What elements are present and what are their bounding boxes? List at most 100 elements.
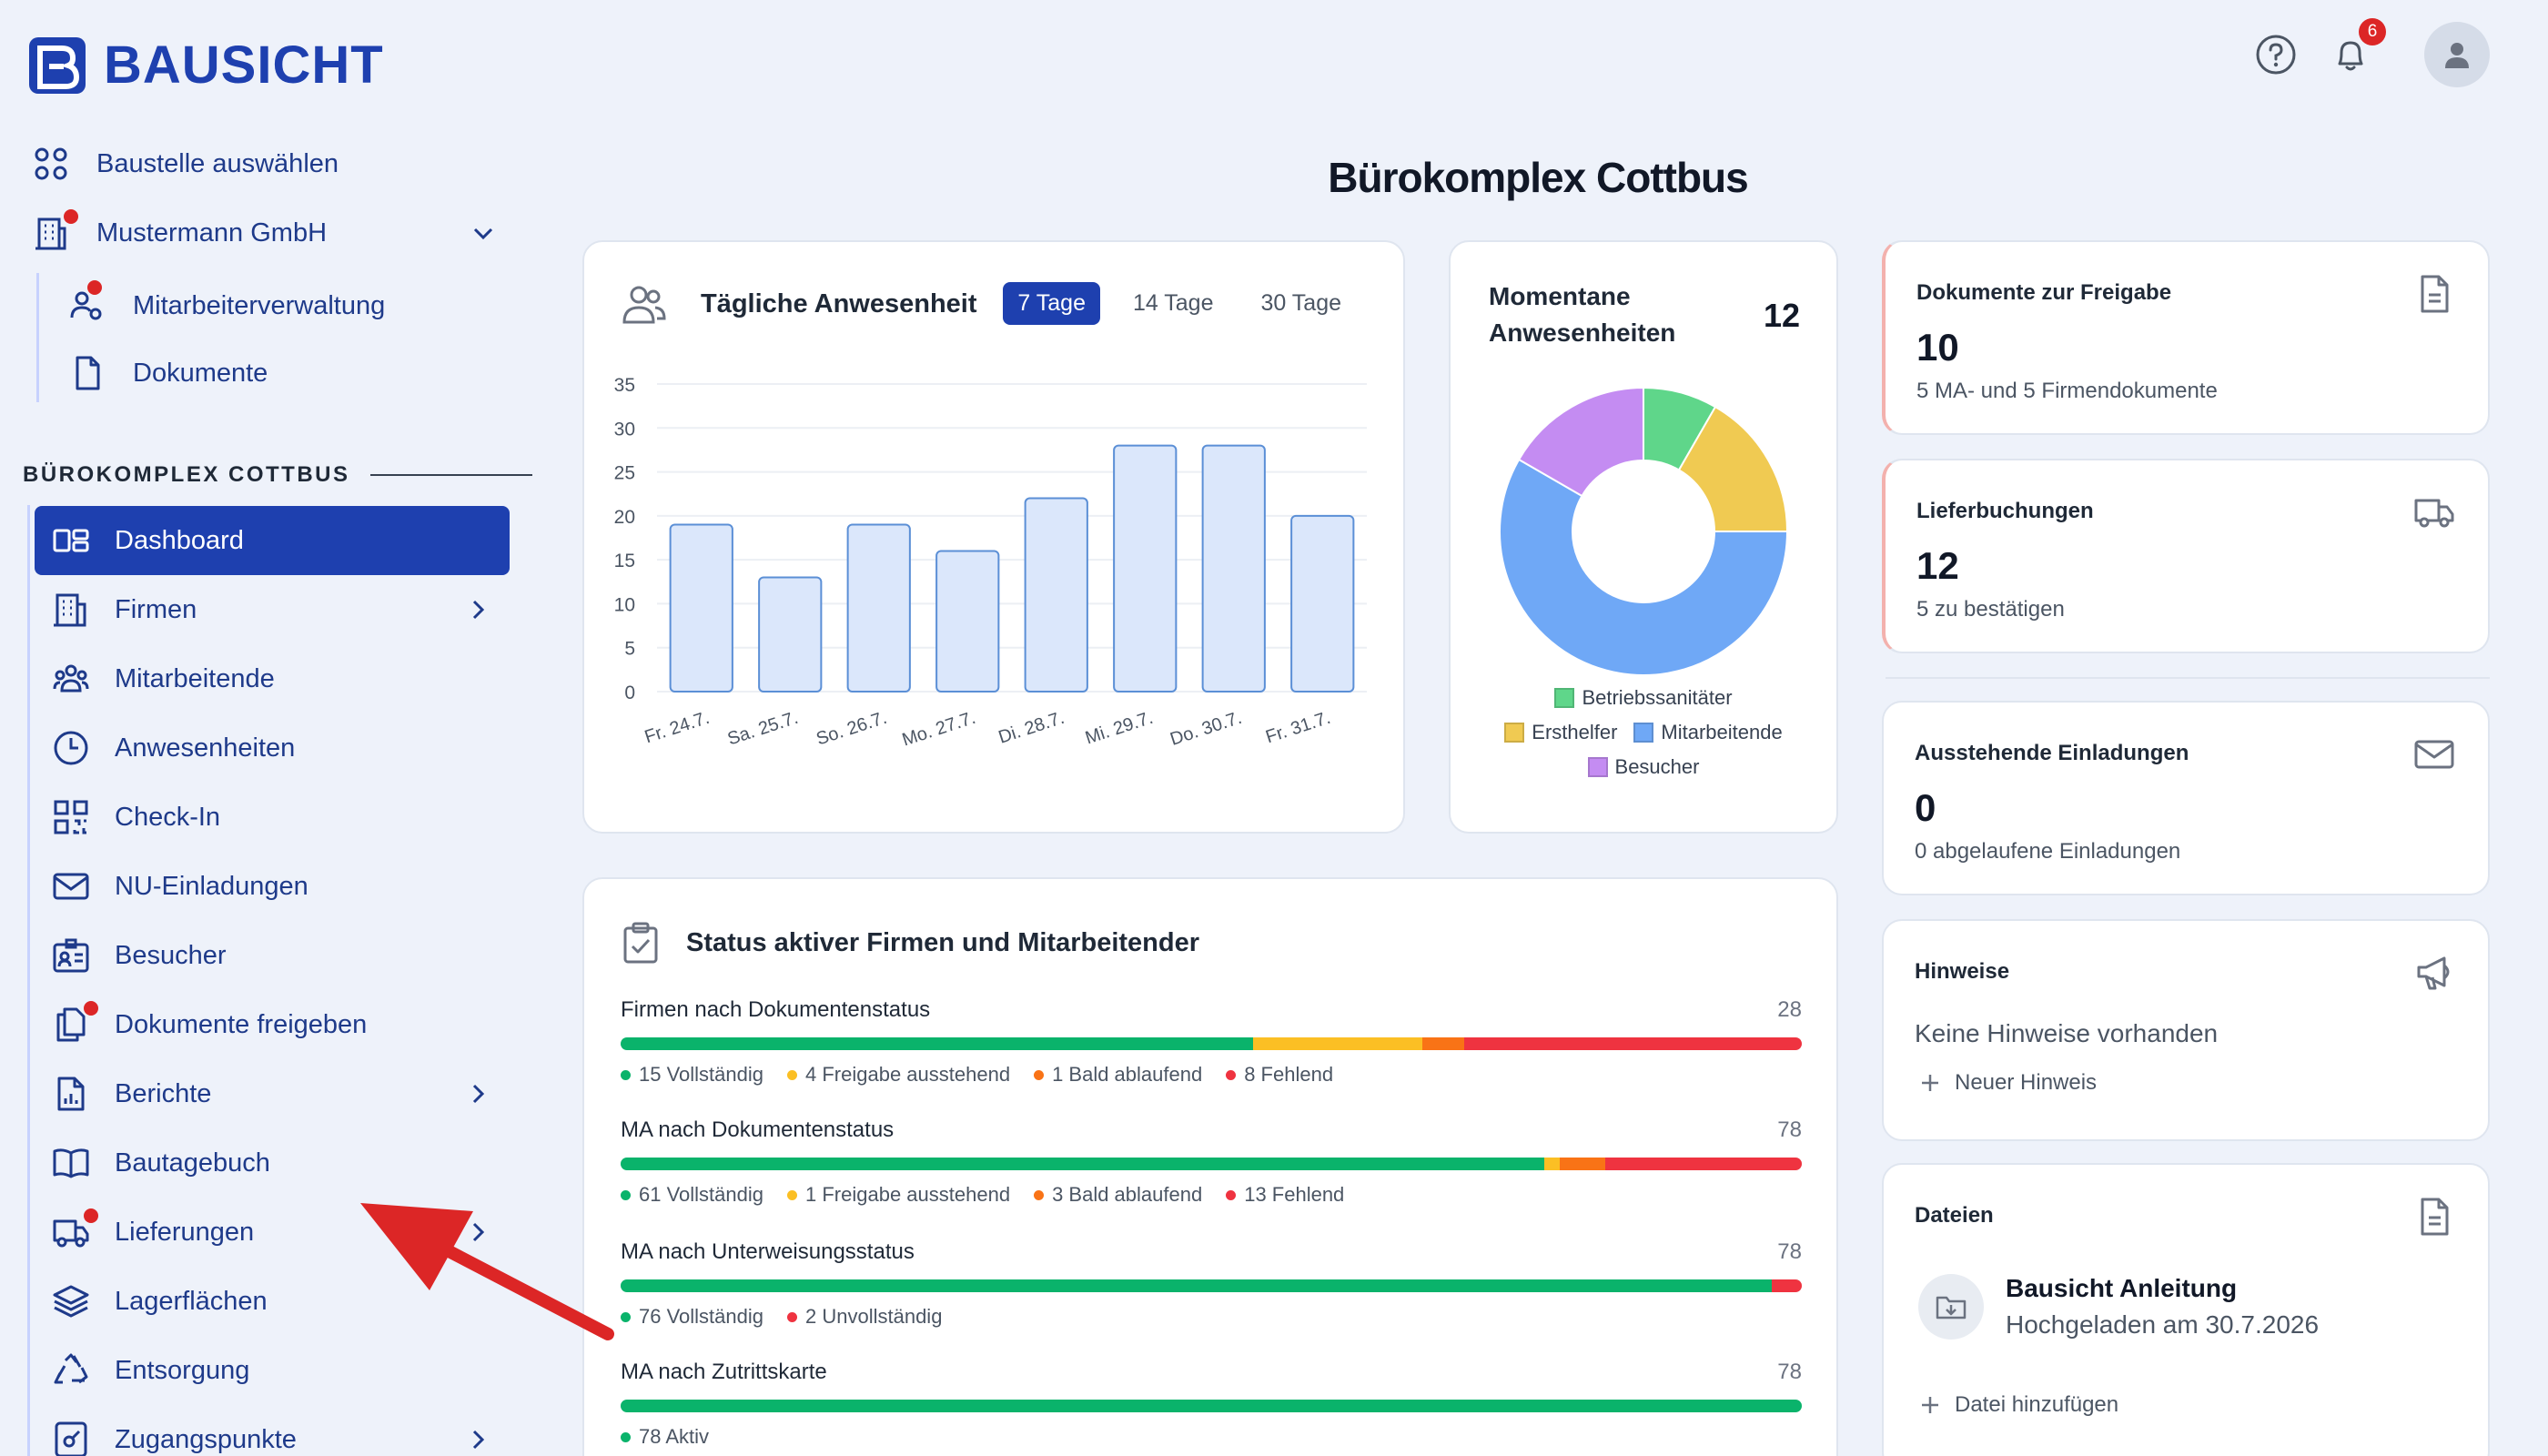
donut-legend-row-3: Besucher	[1451, 755, 1836, 779]
sidebar-item-dokumente-freigeben[interactable]: Dokumente freigeben	[35, 990, 510, 1059]
momentary-attendance-card: Momentane Anwesenheiten 12 Betriebssanit…	[1449, 240, 1838, 834]
range-tab-14[interactable]: 14 Tage	[1132, 290, 1214, 316]
stat-value: 0	[1915, 786, 1936, 829]
delivery-count-badge	[426, 1219, 451, 1245]
submenu-documents[interactable]: Dokumente	[67, 353, 268, 393]
user-avatar[interactable]	[2424, 22, 2490, 87]
submenu-employee-management[interactable]: Mitarbeiterverwaltung	[67, 280, 386, 326]
stat-label: Ausstehende Einladungen	[1915, 741, 2189, 765]
hints-title: Hinweise	[1915, 959, 2010, 984]
sidebar-item-bautagebuch[interactable]: Bautagebuch	[35, 1128, 510, 1198]
chevron-right-icon	[472, 1222, 485, 1242]
bell-icon[interactable]	[2329, 33, 2372, 76]
bar-segment	[621, 1037, 1254, 1050]
visitor-badge-icon	[51, 935, 91, 976]
users-icon	[622, 286, 666, 324]
status-bar	[621, 1400, 1802, 1412]
donut-slice	[1517, 386, 1644, 498]
status-bar	[621, 1037, 1802, 1050]
status-row-label: MA nach Zutrittskarte	[621, 1360, 827, 1384]
file-item[interactable]: Bausicht Anleitung Hochgeladen am 30.7.2…	[1918, 1274, 2319, 1340]
x-tick-label: Fr. 31.7.	[1263, 708, 1333, 748]
sidebar-item-berichte[interactable]: Berichte	[35, 1059, 510, 1128]
brand-logo[interactable]: BAUSICHT	[27, 35, 384, 96]
status-row: Firmen nach Dokumentenstatus 28 15 Vollst…	[621, 997, 1802, 1087]
dashboard-icon	[51, 521, 91, 561]
add-hint-button[interactable]: Neuer Hinweis	[1920, 1070, 2097, 1096]
y-tick-label: 0	[624, 682, 635, 703]
sidebar-item-firmen[interactable]: Firmen	[35, 575, 510, 644]
select-site-link[interactable]: Baustelle auswählen	[31, 144, 339, 184]
bar	[1290, 514, 1355, 693]
legend-item: Besucher	[1587, 755, 1699, 779]
status-row-label: Firmen nach Dokumentenstatus	[621, 997, 931, 1022]
document-icon	[67, 353, 107, 393]
sidebar-item-lagerflaechen[interactable]: Lagerflächen	[35, 1267, 510, 1336]
status-legend-item: 1 Bald ablaufend	[1034, 1063, 1202, 1087]
file-date: Hochgeladen am 30.7.2026	[2006, 1310, 2320, 1339]
status-legend-item: 2 Unvollständig	[787, 1305, 942, 1329]
status-bar	[621, 1158, 1802, 1170]
file-name: Bausicht Anleitung	[2006, 1274, 2238, 1302]
status-legend-item: 3 Bald ablaufend	[1034, 1183, 1202, 1207]
stat-card-invitations[interactable]: Ausstehende Einladungen 0 0 abgelaufene …	[1882, 701, 2490, 895]
bar	[1113, 444, 1178, 693]
company-selector[interactable]: Mustermann GmbH	[31, 209, 495, 253]
add-file-button[interactable]: Datei hinzufügen	[1920, 1392, 2118, 1418]
sidebar-item-check-in[interactable]: Check-In	[35, 783, 510, 852]
truck-icon	[51, 1208, 98, 1252]
status-legend-item: 15 Vollständig	[621, 1063, 763, 1087]
sidebar-item-label: Dashboard	[115, 525, 244, 555]
sidebar-item-anwesenheiten[interactable]: Anwesenheiten	[35, 713, 510, 783]
sidebar-item-label: Mitarbeitende	[115, 663, 275, 693]
users-icon	[51, 659, 91, 699]
daily-attendance-card: Tägliche Anwesenheit 7 Tage 14 Tage 30 T…	[582, 240, 1405, 834]
submenu-label: Mitarbeiterverwaltung	[133, 290, 386, 320]
stat-label: Dokumente zur Freigabe	[1916, 280, 2172, 305]
employee-alert-dot	[87, 280, 102, 295]
access-point-icon	[51, 1420, 91, 1456]
x-tick-label: So. 26.7.	[814, 708, 889, 750]
sidebar-item-label: Lagerflächen	[115, 1286, 268, 1316]
status-legend-item: 76 Vollständig	[621, 1305, 763, 1329]
x-tick-label: Mo. 27.7.	[900, 708, 978, 751]
company-label: Mustermann GmbH	[96, 217, 328, 248]
x-tick-label: Di. 28.7.	[996, 708, 1067, 748]
sidebar-item-label: Firmen	[115, 594, 197, 624]
users-gear-icon	[67, 280, 107, 326]
status-legend-item: 1 Freigabe ausstehend	[787, 1183, 1010, 1207]
bar-segment	[621, 1400, 1802, 1412]
range-tab-7[interactable]: 7 Tage	[1003, 282, 1100, 325]
layers-icon	[51, 1281, 91, 1321]
sidebar-item-dashboard[interactable]: Dashboard	[35, 506, 510, 575]
sidebar-item-label: Dokumente freigeben	[115, 1009, 368, 1039]
daily-attendance-bar-chart: 0 5 10 15 20 25 30 35 Fr. 24.7. Sa. 25.7. So. 26.7…	[614, 375, 1367, 751]
question-circle-icon[interactable]	[2254, 33, 2298, 76]
status-legend-item: 4 Freigabe ausstehend	[787, 1063, 1010, 1087]
sidebar-item-besucher[interactable]: Besucher	[35, 921, 510, 990]
sidebar-item-entsorgung[interactable]: Entsorgung	[35, 1336, 510, 1405]
sidebar-item-nu-einladungen[interactable]: NU-Einladungen	[35, 852, 510, 921]
sidebar-item-mitarbeitende[interactable]: Mitarbeitende	[35, 644, 510, 713]
x-tick-label: Sa. 25.7.	[725, 708, 801, 750]
stat-card-documents[interactable]: Dokumente zur Freigabe 10 5 MA- und 5 Fi…	[1882, 240, 2490, 435]
status-row: MA nach Zutrittskarte 78 78 Aktiv	[621, 1360, 1802, 1449]
sidebar-item-lieferungen[interactable]: Lieferungen	[35, 1198, 510, 1267]
stat-card-deliveries[interactable]: Lieferbuchungen 12 5 zu bestätigen	[1882, 459, 2490, 653]
select-site-label: Baustelle auswählen	[96, 148, 339, 178]
company-building-icon	[31, 209, 78, 253]
status-row-total: 78	[1777, 1117, 1802, 1142]
delivery-alert-dot	[84, 1208, 98, 1223]
document-icon	[2421, 275, 2449, 313]
status-row: MA nach Unterweisungsstatus 78 76 Vollstä…	[621, 1239, 1802, 1329]
report-icon	[51, 1074, 91, 1114]
momentary-attendance-donut	[1499, 386, 1789, 676]
range-tab-30[interactable]: 30 Tage	[1260, 290, 1341, 316]
status-card: Status aktiver Firmen und Mitarbeitender…	[582, 877, 1838, 1456]
recycle-icon	[51, 1350, 91, 1390]
bausicht-logo-icon	[29, 36, 86, 94]
bar-segment	[1604, 1158, 1802, 1170]
user-icon	[2445, 43, 2469, 68]
status-legend-item: 13 Fehlend	[1226, 1183, 1344, 1207]
sidebar-item-zugangspunkte[interactable]: Zugangspunkte	[35, 1405, 510, 1456]
